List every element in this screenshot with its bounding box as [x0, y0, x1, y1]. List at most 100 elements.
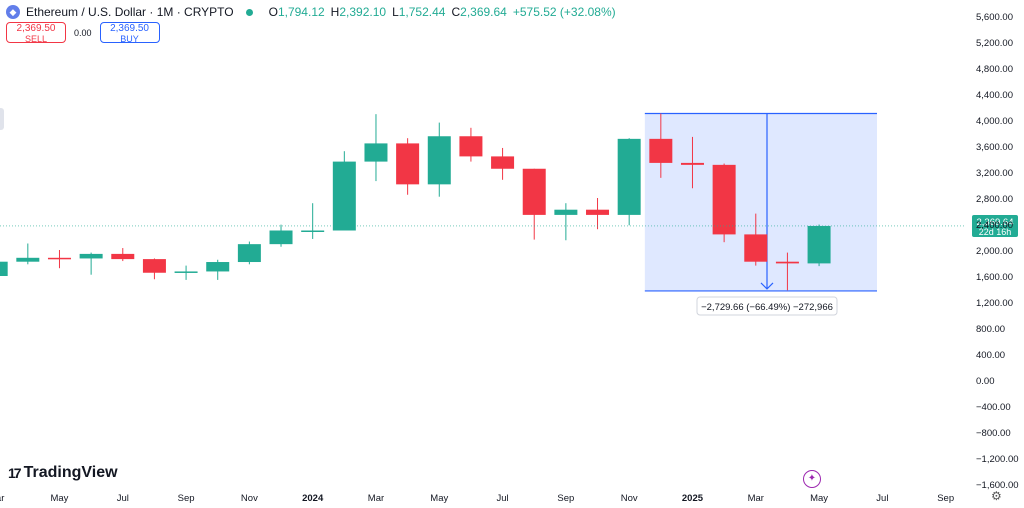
x-tick-label: Mar [748, 493, 764, 504]
candle-body [47, 257, 71, 260]
x-tick-label: Jul [496, 493, 508, 504]
candle-body [617, 138, 641, 215]
y-tick-label: 1,600.00 [976, 272, 1013, 283]
x-tick-label: Sep [937, 493, 954, 504]
candle-down [47, 250, 71, 269]
measure-tool[interactable]: −2,729.66 (−66.49%) −272,966 [644, 112, 877, 316]
market-status-icon [245, 8, 253, 16]
y-tick-label: −1,200.00 [976, 454, 1019, 465]
candle-down [491, 147, 515, 180]
y-tick-label: 2,000.00 [976, 246, 1013, 257]
y-tick-label: 5,600.00 [976, 12, 1013, 23]
ohlc-value: 1,794.12 [277, 5, 325, 19]
measure-label: −2,729.66 (−66.49%) −272,966 [701, 302, 833, 313]
x-tick-label: Jul [876, 493, 888, 504]
candle-body [237, 244, 261, 263]
buy-label: BUY [120, 34, 139, 44]
candle-body [680, 162, 704, 165]
ohlc-item: O1,794.12 [269, 5, 325, 19]
candle-body [491, 156, 515, 169]
candle-body [301, 230, 325, 232]
ohlc-key: O [268, 5, 278, 19]
candle-body [459, 136, 483, 157]
y-tick-label: 800.00 [976, 324, 1005, 335]
x-tick-label: Sep [557, 493, 574, 504]
ethereum-icon: ◆ [6, 5, 20, 19]
sell-price: 2,369.50 [16, 23, 56, 34]
measure-arrow-head [760, 282, 774, 290]
candle-up [16, 243, 40, 265]
spread-value: 0.00 [74, 27, 92, 38]
candle-up [364, 114, 388, 182]
ohlc-value: 2,392.10 [339, 5, 387, 19]
buy-button[interactable]: 2,369.50 BUY [99, 22, 160, 44]
candle-body [206, 262, 230, 272]
candle-up [617, 138, 641, 226]
y-tick-label: 2,800.00 [976, 194, 1013, 205]
candle-up [79, 252, 103, 275]
candle-body [586, 209, 610, 215]
y-tick-label: 1,200.00 [976, 298, 1013, 309]
x-tick-label: Jul [117, 493, 129, 504]
price-axis[interactable]: 5,600.00 5,200.00 4,800.00 4,400.00 4,000.00… [976, 12, 1019, 491]
ohlc-key: H [330, 5, 340, 19]
x-tick-label: May [810, 493, 828, 504]
candle-down [586, 198, 610, 230]
price-tag-countdown: 22d 16h [979, 227, 1012, 237]
candle-body [332, 161, 356, 231]
ohlc-item: L1,752.44 [392, 5, 445, 19]
ohlc-item: H2,392.10 [331, 5, 386, 19]
ohlc-key: C [451, 5, 461, 19]
candle-body [174, 271, 198, 273]
x-tick-label: Mar [0, 493, 4, 504]
time-axis[interactable]: Mar May Jul Sep Nov 2024 Mar May Jul Sep Nov 2025 Ma… [0, 493, 954, 504]
settings-icon[interactable]: ⚙ [991, 489, 1002, 503]
y-tick-label: −1,600.00 [976, 480, 1019, 491]
candle-body [649, 138, 673, 163]
symbol-title[interactable]: Ethereum / U.S. Dollar · 1M · CRYPTO [26, 5, 234, 19]
candle-down [459, 127, 483, 162]
x-tick-label: 2024 [302, 493, 324, 504]
candle-body [427, 136, 451, 185]
side-panel-handle[interactable] [0, 108, 4, 130]
ohlc-key: L [392, 5, 399, 19]
y-tick-label: 3,600.00 [976, 142, 1013, 153]
buy-price: 2,369.50 [110, 23, 149, 34]
candle-down [744, 213, 768, 266]
sell-button[interactable]: 2,369.50 SELL [6, 22, 66, 44]
candle-up [237, 241, 261, 265]
candle-body [522, 168, 546, 215]
ohlc-value: +575.52 (+32.08%) [512, 5, 616, 19]
brand-name: TradingView [23, 464, 118, 481]
y-tick-label: −800.00 [976, 428, 1011, 439]
ohlc-value: 2,369.64 [460, 5, 507, 19]
tradingview-logo-icon: 17 [8, 465, 22, 481]
measure-area [644, 113, 877, 291]
candle-down [649, 113, 673, 178]
ohlc-values: O1,794.12 H2,392.10 L1,752.44 C2,369.64 +575… [269, 5, 616, 19]
candle-body [16, 257, 40, 262]
candle-up [174, 265, 198, 280]
candle-body [396, 143, 420, 185]
candle-body [111, 253, 135, 260]
candle-down [111, 248, 135, 262]
measure-label-box [696, 296, 838, 316]
x-tick-label: Sep [178, 493, 195, 504]
candle-body [142, 259, 166, 273]
x-tick-label: Nov [241, 493, 258, 504]
candle-body [775, 261, 799, 264]
candle-body [807, 225, 831, 264]
candle-body [79, 253, 103, 259]
candle-down [680, 136, 704, 189]
candle-down [142, 258, 166, 280]
candle-down [775, 252, 799, 291]
tradingview-logo[interactable]: 17 TradingView [8, 464, 118, 482]
candle-up [269, 224, 293, 247]
candles[interactable] [0, 113, 831, 291]
candle-up [554, 203, 578, 241]
y-tick-label: 4,800.00 [976, 64, 1013, 75]
x-tick-label: May [430, 493, 448, 504]
galaxy-icon[interactable]: ✦ [803, 470, 821, 488]
